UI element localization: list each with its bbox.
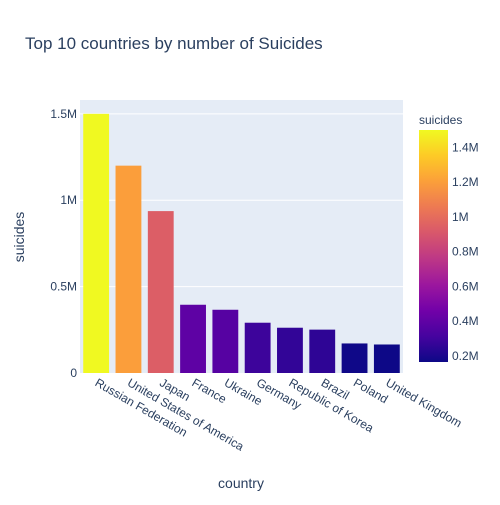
chart-title: Top 10 countries by number of Suicides (25, 34, 323, 53)
bar (244, 322, 271, 373)
y-tick-label: 1.5M (50, 107, 77, 121)
colorbar-tick-label: 0.2M (452, 349, 479, 363)
x-axis-label: country (218, 475, 264, 491)
bar (212, 309, 239, 373)
x-tick-label: Poland (351, 375, 390, 406)
colorbar-tick-label: 1.2M (452, 175, 479, 189)
colorbar-title: suicides (419, 113, 462, 127)
colorbar-tick-label: 0.8M (452, 245, 479, 259)
colorbar-tick-label: 0.6M (452, 279, 479, 293)
y-axis-ticks: 0 0.5M 1M 1.5M (50, 107, 77, 380)
bar (341, 343, 368, 373)
y-tick-label: 0 (70, 366, 77, 380)
bar (115, 165, 142, 373)
bar (147, 211, 174, 373)
colorbar-tick-label: 0.4M (452, 314, 479, 328)
colorbar-tick-label: 1M (452, 210, 469, 224)
colorbar-ticks: 0.2M 0.4M 0.6M 0.8M 1M 1.2M 1.4M (452, 140, 479, 363)
y-tick-label: 1M (60, 193, 77, 207)
bar (373, 344, 400, 373)
bar (180, 304, 206, 373)
y-tick-label: 0.5M (50, 280, 77, 294)
bar (83, 113, 110, 373)
y-axis-label: suicides (11, 212, 27, 263)
bars (83, 113, 400, 373)
colorbar-tick-label: 1.4M (452, 140, 479, 154)
x-tick-label: France (190, 375, 230, 406)
colorbar (419, 130, 448, 362)
x-tick-label: United Kingdom (383, 375, 464, 430)
bar (277, 327, 303, 373)
bar (309, 329, 336, 373)
